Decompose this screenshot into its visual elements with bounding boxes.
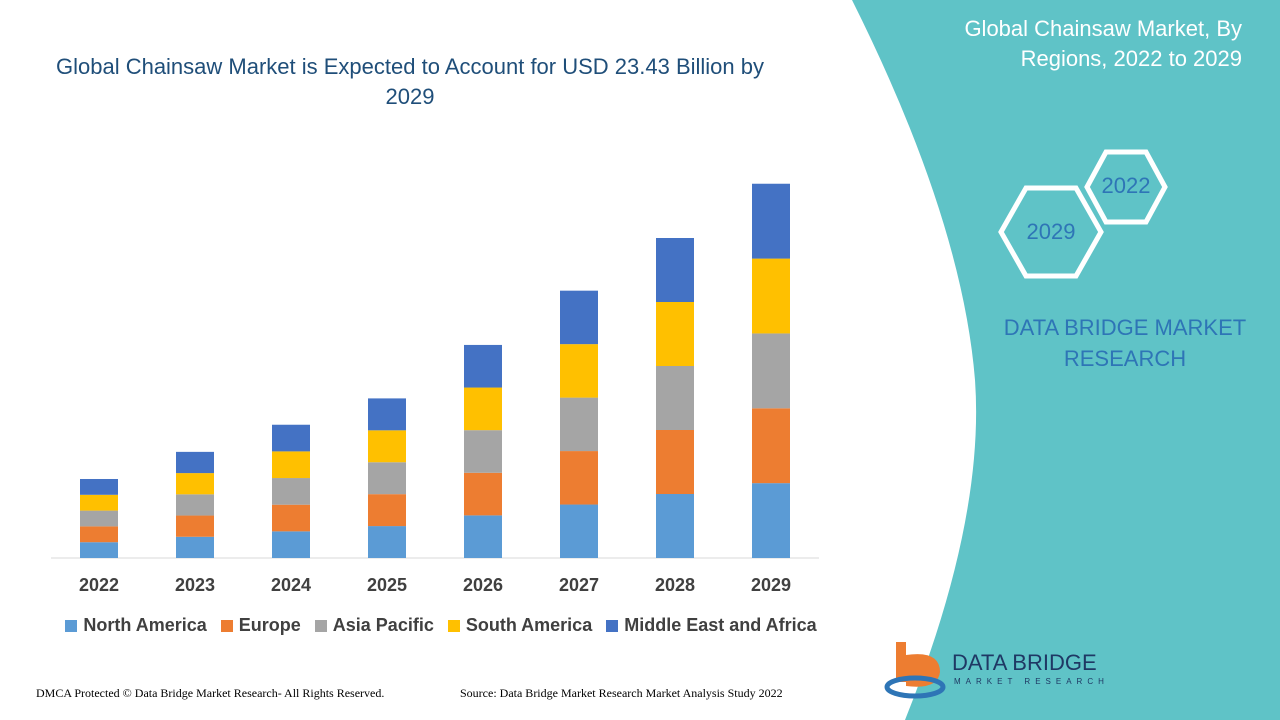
bar-segment: [752, 183, 790, 259]
x-tick-label: 2026: [463, 575, 503, 595]
bar-segment: [368, 462, 406, 495]
bar-segment: [272, 504, 310, 532]
logo-tagline: MARKET RESEARCH: [954, 677, 1109, 686]
bar-segment: [368, 398, 406, 431]
bar-segment: [560, 290, 598, 345]
hexagon: [1084, 149, 1168, 225]
bar-segment: [176, 473, 214, 495]
bar-segment: [752, 258, 790, 334]
bar-segment: [176, 494, 214, 516]
bar-segment: [368, 526, 406, 558]
bar-segment: [656, 494, 694, 558]
x-tick-label: 2025: [367, 575, 407, 595]
x-tick-label: 2023: [175, 575, 215, 595]
bar-segment: [80, 510, 118, 527]
x-tick-label: 2027: [559, 575, 599, 595]
legend-swatch: [220, 619, 233, 632]
legend: North America Europe Asia Pacific South Ame…: [51, 615, 831, 636]
bar-segment: [464, 430, 502, 473]
bar-segment: [560, 451, 598, 505]
bar-segment: [272, 424, 310, 452]
x-tick-label: 2029: [751, 575, 791, 595]
bar-segment: [656, 238, 694, 303]
legend-item: Europe: [220, 615, 301, 636]
bar-segment: [272, 451, 310, 479]
bar-segment: [176, 451, 214, 474]
legend-label: Middle East and Africa: [624, 615, 817, 635]
bar-segment: [80, 478, 118, 495]
bar-segment: [656, 302, 694, 367]
bar-segment: [464, 515, 502, 558]
legend-item: Asia Pacific: [314, 615, 434, 636]
x-tick-label: 2028: [655, 575, 695, 595]
logo-name: DATA BRIDGE: [952, 650, 1097, 675]
bar-segment: [656, 430, 694, 495]
bar-segment: [560, 397, 598, 452]
legend-item: South America: [447, 615, 593, 636]
bar-segment: [752, 483, 790, 558]
bar-segment: [80, 542, 118, 558]
legend-swatch: [447, 619, 460, 632]
legend-label: South America: [465, 615, 593, 635]
bar-segment: [368, 430, 406, 463]
bar-segment: [272, 531, 310, 558]
bar-segment: [272, 478, 310, 505]
legend-item: Middle East and Africa: [606, 615, 817, 636]
legend-label: North America: [83, 615, 207, 635]
bar-segment: [752, 408, 790, 484]
bar-segment: [464, 387, 502, 431]
legend-swatch: [314, 619, 327, 632]
bar-segment: [464, 344, 502, 388]
hexagon: [998, 185, 1104, 279]
bar-segment: [656, 366, 694, 431]
chart-title: Global Chainsaw Market is Expected to Ac…: [55, 54, 765, 109]
legend-swatch: [65, 619, 78, 632]
source: Source: Data Bridge Market Research Mark…: [460, 686, 783, 700]
brand-text: DATA BRIDGE MARKET RESEARCH: [1003, 315, 1247, 371]
bar-segment: [464, 472, 502, 516]
legend-label: Asia Pacific: [332, 615, 434, 635]
legend-item: North America: [65, 615, 207, 636]
logo-mark: [884, 642, 946, 699]
bar-segment: [368, 494, 406, 527]
legend-swatch: [606, 619, 619, 632]
x-tick-label: 2022: [79, 575, 119, 595]
bar-segment: [80, 494, 118, 511]
bar-segment: [560, 504, 598, 558]
hex-label: 2022: [1102, 173, 1151, 198]
side-panel-bg: [852, 0, 1280, 720]
hex-label: 2029: [1027, 219, 1076, 244]
x-tick-label: 2024: [271, 575, 311, 595]
bar-segment: [176, 536, 214, 558]
bar-segment: [80, 526, 118, 543]
legend-label: Europe: [238, 615, 301, 635]
side-title: Global Chainsaw Market, By Regions, 2022…: [964, 16, 1242, 71]
bar-segment: [176, 515, 214, 537]
copyright: DMCA Protected © Data Bridge Market Rese…: [36, 686, 385, 700]
bar-segment: [560, 344, 598, 398]
bar-segment: [752, 333, 790, 409]
